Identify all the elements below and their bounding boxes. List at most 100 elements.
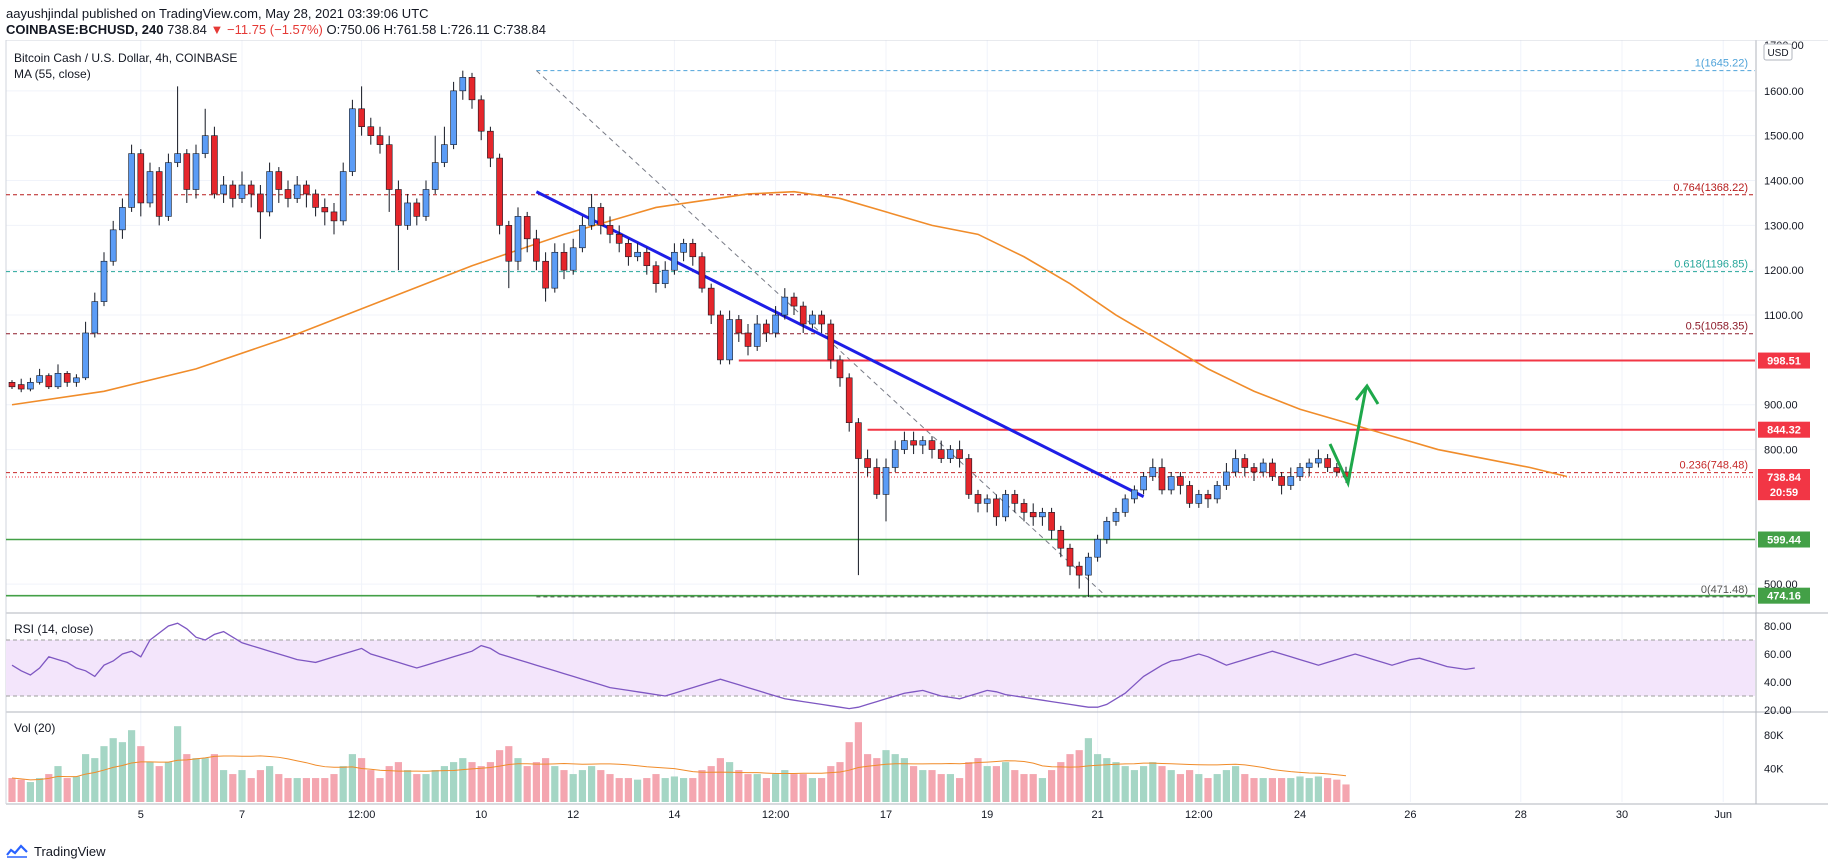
candle <box>1011 489 1019 513</box>
candle-body <box>1020 503 1028 513</box>
candle <box>597 202 605 235</box>
candle-body <box>257 193 264 213</box>
candle-body <box>974 494 982 504</box>
volume-bar <box>468 762 476 802</box>
volume-bar <box>992 766 1000 802</box>
candle-body <box>1085 556 1092 576</box>
candle <box>1333 463 1341 477</box>
candle <box>735 315 743 342</box>
volume-bar <box>128 730 136 802</box>
candle-body <box>1324 458 1331 468</box>
volume-bar <box>1241 774 1249 802</box>
candle <box>303 180 310 208</box>
volume-bar <box>808 778 816 802</box>
volume-bar <box>634 779 642 802</box>
candle-body <box>689 243 697 258</box>
candle <box>284 180 292 208</box>
price-tag <box>1758 531 1810 548</box>
volume-bar <box>974 758 982 802</box>
volume-bar <box>275 774 283 802</box>
volume-bar <box>1048 770 1056 802</box>
candle-body <box>625 243 632 258</box>
time-axis-label: 10 <box>475 809 487 821</box>
candle-body <box>284 189 292 199</box>
candle <box>1121 494 1129 517</box>
candle <box>965 454 973 499</box>
candle-body <box>82 332 89 379</box>
volume-bar <box>716 758 724 802</box>
volume-bar <box>1020 774 1028 802</box>
candle <box>689 238 697 266</box>
volume-bar <box>781 770 789 802</box>
volume-bar <box>201 758 209 802</box>
candle <box>349 99 356 177</box>
volume-bar <box>1186 770 1194 802</box>
candle-body <box>1131 489 1138 500</box>
candle-body <box>763 323 770 334</box>
volume-bar <box>174 726 182 802</box>
candle <box>395 180 402 271</box>
time-axis-label: Jun <box>1714 809 1732 821</box>
volume-bar <box>312 778 320 802</box>
candle-body <box>155 171 163 217</box>
volume-bar <box>63 778 71 802</box>
candle-body <box>615 234 623 244</box>
volume-bar <box>726 762 734 802</box>
candle <box>183 149 191 203</box>
candle <box>551 243 559 293</box>
candle-body <box>551 251 559 289</box>
candle-body <box>376 135 384 145</box>
price-chart[interactable]: 1(1645.22) 0.764(1368.22) 0.618(1196.85) 0.… <box>0 40 1828 840</box>
candle-body <box>588 207 595 226</box>
projection-arrow-head <box>1354 383 1380 405</box>
volume-bar <box>1305 778 1313 802</box>
volume-bar <box>689 778 697 802</box>
candle <box>73 374 80 387</box>
candle-body <box>772 314 779 334</box>
candle-body <box>1121 498 1129 513</box>
volume-bar <box>45 774 53 802</box>
candle <box>82 321 89 381</box>
candle <box>680 238 687 262</box>
candle-body <box>109 229 117 262</box>
candle-body <box>947 449 954 459</box>
candle <box>1149 458 1157 481</box>
candle-body <box>468 77 476 101</box>
candle-body <box>1177 476 1184 486</box>
candle <box>1057 525 1065 558</box>
volume-bar <box>1103 758 1111 802</box>
change-arrow: ▼ <box>210 22 224 37</box>
price-axis-label: 1600.00 <box>1764 86 1804 98</box>
candle <box>937 440 945 464</box>
candle-body <box>1333 467 1341 473</box>
candle <box>358 86 365 136</box>
volume-bar <box>891 754 899 802</box>
candle <box>836 355 844 387</box>
volume-bar <box>1296 776 1304 802</box>
volume-bar <box>827 766 835 802</box>
candle-body <box>413 202 421 217</box>
volume-bar <box>910 766 918 802</box>
projection-arrow <box>1328 387 1368 488</box>
ohlc-line: COINBASE:BCHUSD, 240 738.84 ▼ −11.75 (−1… <box>6 22 546 37</box>
candle-body <box>1103 521 1111 540</box>
legend-rsi: RSI (14, close) <box>14 622 93 636</box>
candle <box>266 162 273 217</box>
volume-bar <box>1158 766 1166 802</box>
candle <box>864 449 871 477</box>
candle-body <box>8 382 16 388</box>
volume-bar <box>1029 774 1037 802</box>
candle <box>220 176 227 203</box>
volume-bar <box>983 766 991 802</box>
candle-body <box>533 238 540 262</box>
candle <box>606 216 614 244</box>
volume-bar <box>440 766 448 802</box>
candle-body <box>1075 565 1083 576</box>
candle-body <box>717 314 724 361</box>
candle <box>827 319 835 369</box>
volume-bar <box>1075 750 1083 802</box>
candle-body <box>146 171 154 204</box>
rsi-band <box>6 640 1755 696</box>
volume-bar <box>569 774 577 802</box>
candle-body <box>505 225 513 262</box>
